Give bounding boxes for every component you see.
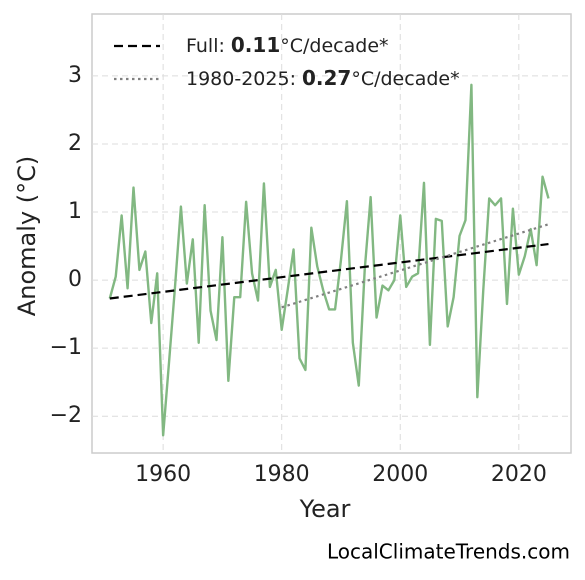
x-axis-label: Year [299,495,351,523]
y-tick-label: 0 [68,267,82,292]
y-tick-label: 2 [68,131,82,156]
y-tick-label: −2 [50,403,82,428]
legend-rate: 0.11 [231,33,280,57]
y-tick-label: −1 [50,335,82,360]
legend-unit: °C/decade* [280,35,388,57]
y-axis-label: Anomaly (°C) [13,156,41,316]
y-tick-label: 3 [68,63,82,88]
trend-line [109,242,549,300]
y-tick-label: 1 [68,199,82,224]
x-tick-label: 1980 [254,462,310,487]
legend-unit: °C/decade* [351,68,459,90]
legend-rate: 0.27 [302,66,351,90]
legend-label: Full: 0.11°C/decade* [186,33,389,57]
x-tick-label: 2000 [372,462,428,487]
data-line [108,83,550,437]
x-tick-label: 2020 [491,462,547,487]
legend-label: 1980-2025: 0.27°C/decade* [186,66,460,90]
x-tick-label: 1960 [135,462,191,487]
trend-line [281,223,549,309]
plot-frame [91,13,572,454]
watermark: LocalClimateTrends.com [327,540,570,564]
legend-name: Full: [186,35,225,57]
legend-name: 1980-2025: [186,68,296,90]
